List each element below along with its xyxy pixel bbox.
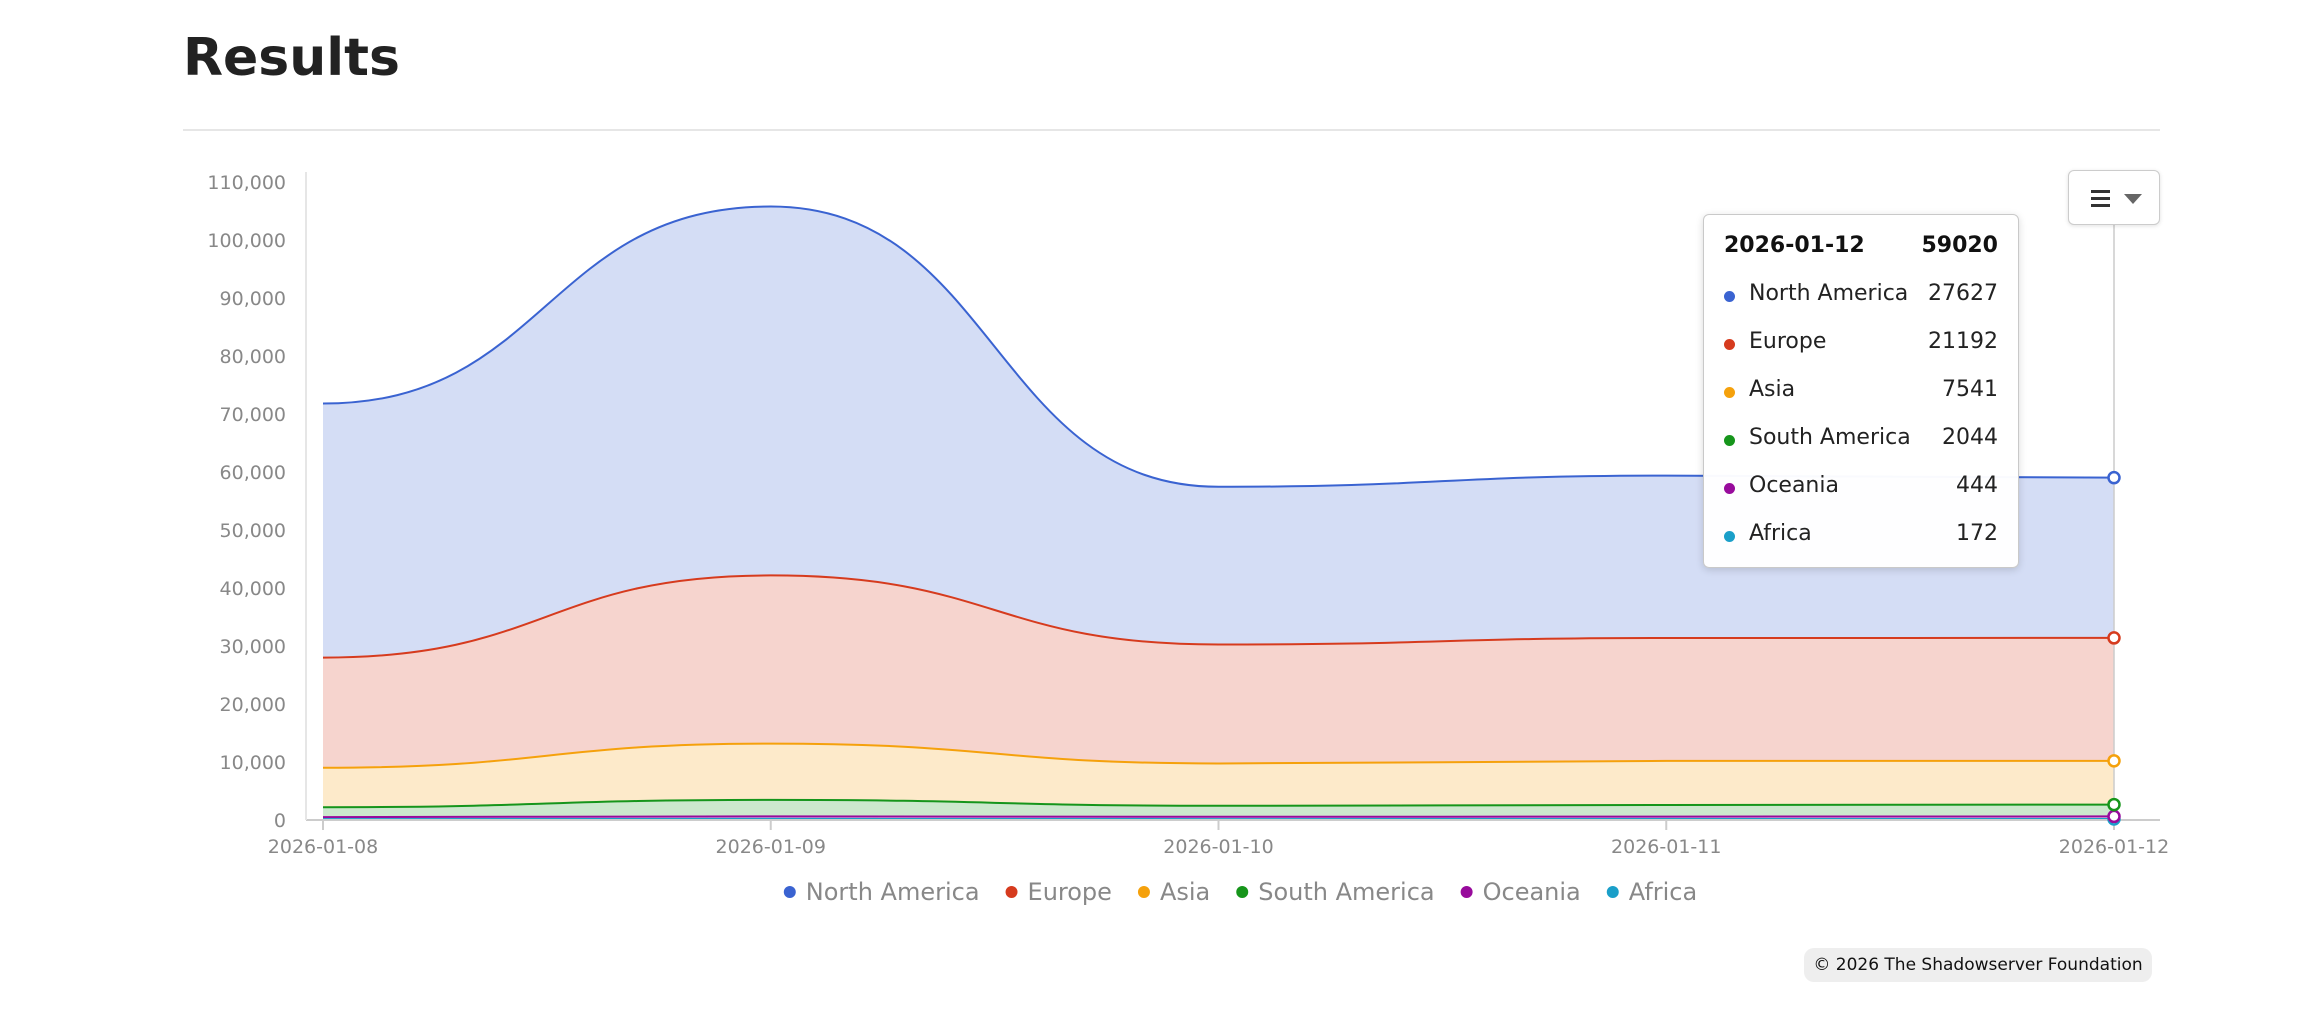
y-tick-label: 40,000	[220, 578, 286, 600]
y-tick-label: 20,000	[220, 694, 286, 716]
series-dot-icon	[1724, 531, 1735, 542]
page-title: Results	[183, 28, 400, 88]
legend-item: Europe	[1028, 878, 1112, 906]
y-tick-label: 80,000	[220, 346, 286, 368]
point-marker	[2107, 797, 2121, 812]
y-tick-label: 30,000	[220, 636, 286, 658]
tooltip-series-name: Asia	[1749, 377, 1796, 402]
title-divider	[183, 129, 2160, 131]
series-dot-icon	[1724, 291, 1735, 302]
tooltip-series-value: 21192	[1928, 329, 1998, 354]
x-tick-label: 2026-01-10	[1163, 836, 1273, 858]
hamburger-menu-icon	[2091, 190, 2110, 207]
legend-item: North America	[806, 878, 980, 906]
tooltip-row: South America 2044	[1724, 425, 1998, 465]
line-asia	[322, 742, 2115, 769]
area-europe	[323, 575, 2114, 768]
legend-item: Asia	[1160, 878, 1210, 906]
legend-item: Oceania	[1483, 878, 1581, 906]
chart-menu-button[interactable]	[2068, 170, 2160, 225]
tooltip-series-value: 7541	[1942, 377, 1998, 402]
chart-legend: North America Europe Asia South America Ocea…	[783, 878, 1697, 906]
series-dot-icon	[1724, 387, 1735, 398]
tooltip-series-value: 27627	[1928, 281, 1998, 306]
tooltip-series-name: South America	[1749, 425, 1911, 450]
tooltip-row: Asia 7541	[1724, 377, 1998, 417]
point-marker	[2107, 470, 2121, 485]
tooltip-series-value: 172	[1956, 521, 1998, 546]
tooltip-series-name: Europe	[1749, 329, 1827, 354]
highlight-markers	[2107, 470, 2121, 826]
y-tick-label: 60,000	[220, 462, 286, 484]
chart-axes: 0 10,000 20,000 30,000 40,000 50,000 60,000 70,…	[207, 172, 2169, 858]
line-oceania	[322, 815, 2115, 819]
tooltip-series-value: 2044	[1942, 425, 1998, 450]
line-europe	[322, 574, 2115, 659]
y-tick-label: 50,000	[220, 520, 286, 542]
legend-dot-icon	[1236, 886, 1249, 898]
chevron-down-icon	[2124, 194, 2142, 204]
tooltip-series-name: Oceania	[1749, 473, 1839, 498]
tooltip-series-name: Africa	[1749, 521, 1812, 546]
legend-dot-icon	[783, 886, 796, 898]
legend-dot-icon	[1005, 886, 1018, 898]
tooltip-row: Europe 21192	[1724, 329, 1998, 369]
legend-dot-icon	[1460, 886, 1473, 898]
y-tick-label: 100,000	[207, 230, 286, 252]
tooltip-row: Africa 172	[1724, 521, 1998, 561]
tooltip-row: North America 27627	[1724, 281, 1998, 321]
tooltip-row: Oceania 444	[1724, 473, 1998, 513]
x-tick-label: 2026-01-11	[1611, 836, 1721, 858]
x-tick-label: 2026-01-08	[268, 836, 378, 858]
legend-dot-icon	[1606, 886, 1619, 898]
legend-item: South America	[1258, 878, 1434, 906]
x-tick-label: 2026-01-09	[716, 836, 826, 858]
tooltip-date: 2026-01-12	[1724, 233, 1865, 258]
y-tick-label: 110,000	[207, 172, 286, 194]
line-south-america	[322, 798, 2115, 809]
y-tick-label: 0	[274, 810, 286, 832]
area-north-america	[323, 206, 2114, 658]
credit-badge: © 2026 The Shadowserver Foundation	[1804, 948, 2152, 982]
legend-dot-icon	[1137, 886, 1150, 898]
y-tick-label: 70,000	[220, 404, 286, 426]
x-tick-label: 2026-01-12	[2059, 836, 2169, 858]
area-south-america	[323, 799, 2114, 818]
series-dot-icon	[1724, 435, 1735, 446]
point-marker	[2107, 754, 2121, 768]
point-marker	[2107, 809, 2121, 824]
tooltip-header: 2026-01-12 59020	[1724, 233, 1998, 273]
y-tick-label: 10,000	[220, 752, 286, 774]
series-dot-icon	[1724, 483, 1735, 494]
tooltip-total: 59020	[1921, 233, 1998, 258]
area-asia	[323, 743, 2114, 808]
legend-item: Africa	[1629, 878, 1697, 906]
series-dot-icon	[1724, 339, 1735, 350]
y-tick-label: 90,000	[220, 288, 286, 310]
tooltip-series-name: North America	[1749, 281, 1909, 306]
point-marker	[2107, 631, 2121, 645]
chart-tooltip: 2026-01-12 59020 North America 27627 Eur…	[1703, 214, 2019, 568]
tooltip-series-value: 444	[1956, 473, 1998, 498]
area-layers	[322, 205, 2115, 821]
